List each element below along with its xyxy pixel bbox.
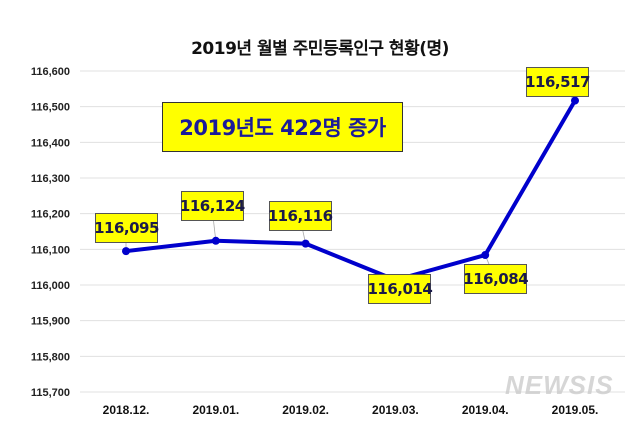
data-point: [211, 236, 220, 245]
y-tick-label: 116,600: [31, 66, 70, 78]
data-label: 116,124: [180, 190, 245, 221]
data-label: 116,517: [525, 66, 590, 97]
data-label: 116,095: [94, 213, 159, 244]
y-tick-label: 116,400: [31, 137, 70, 149]
x-tick-label: 2019.02.: [282, 403, 329, 417]
annotation-box: 2019년도 422명 증가: [162, 102, 403, 152]
y-tick-label: 115,700: [31, 387, 70, 399]
data-point: [571, 96, 579, 105]
y-tick-label: 116,000: [31, 280, 70, 292]
series-line: [125, 99, 577, 283]
data-point: [122, 247, 130, 256]
x-tick-label: 2019.01.: [192, 403, 239, 417]
y-tick-label: 115,800: [31, 351, 70, 363]
chart-title: 2019년 월별 주민등록인구 현황(명): [191, 39, 449, 59]
y-tick-label: 115,900: [31, 316, 70, 328]
x-tick-label: 2019.05.: [552, 403, 599, 417]
y-tick-label: 116,200: [31, 209, 70, 221]
data-point: [481, 251, 490, 260]
data-label: 116,084: [463, 264, 529, 295]
data-label: 116,014: [367, 274, 433, 304]
data-point: [301, 239, 310, 248]
x-tick-label: 2019.04.: [462, 403, 509, 417]
data-label: 116,116: [268, 200, 333, 231]
y-tick-label: 116,100: [31, 244, 70, 256]
y-tick-label: 116,300: [31, 173, 70, 185]
x-tick-label: 2019.03.: [372, 403, 419, 417]
y-tick-label: 116,500: [31, 102, 70, 114]
x-tick-label: 2018.12.: [103, 403, 150, 417]
newsis-watermark: NEWSIS: [505, 370, 614, 400]
